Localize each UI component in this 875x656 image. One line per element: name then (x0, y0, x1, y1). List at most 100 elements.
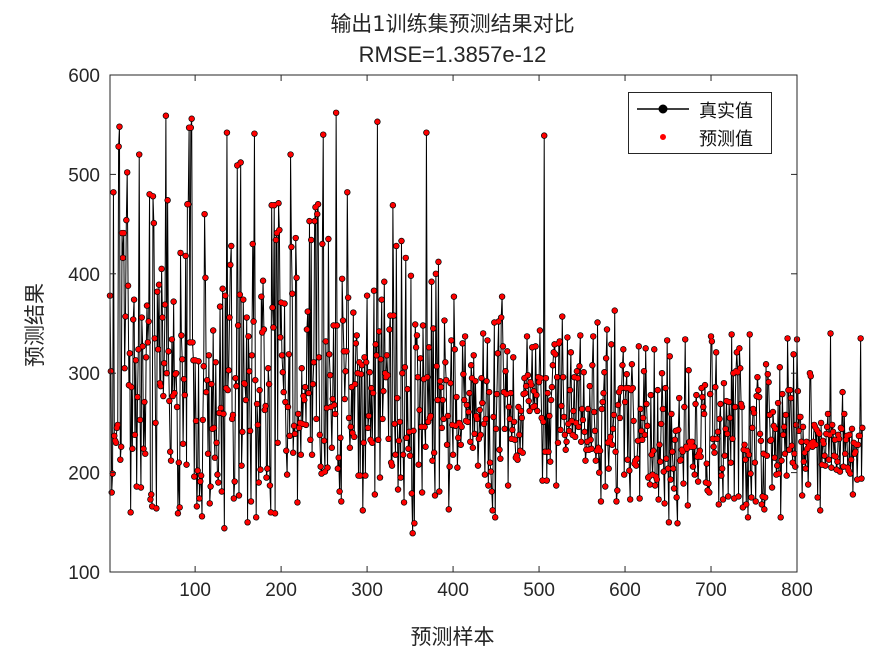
predicted-value-point (719, 466, 725, 472)
predicted-value-point (407, 453, 413, 459)
predicted-value-point (727, 415, 733, 421)
predicted-value-point (692, 472, 698, 478)
chart-title: 输出1训练集预测结果对比 (330, 12, 575, 36)
predicted-value-point (409, 490, 415, 496)
predicted-value-point (195, 468, 201, 474)
predicted-value-point (647, 482, 653, 488)
predicted-value-point (468, 362, 474, 368)
predicted-value-point (460, 340, 466, 346)
legend-true-label: 真实值 (699, 101, 753, 122)
predicted-value-point (757, 431, 763, 437)
predicted-value-point (200, 417, 206, 423)
predicted-value-point (611, 412, 617, 418)
predicted-value-point (399, 370, 405, 376)
predicted-value-point (666, 519, 672, 525)
predicted-value-point (276, 200, 282, 206)
predicted-value-point (765, 371, 771, 377)
predicted-value-point (410, 530, 416, 536)
predicted-value-point (624, 371, 630, 377)
predicted-value-point (638, 428, 644, 434)
predicted-value-point (528, 382, 534, 388)
predicted-value-point (415, 374, 421, 380)
predicted-value-point (621, 472, 627, 478)
predicted-value-point (426, 344, 432, 350)
predicted-value-point (306, 390, 312, 396)
predicted-value-point (402, 364, 408, 370)
predicted-value-point (805, 482, 811, 488)
predicted-value-point (686, 367, 692, 373)
predicted-value-point (740, 504, 746, 510)
predicted-value-point (693, 401, 699, 407)
predicted-value-point (508, 390, 514, 396)
predicted-value-point (818, 420, 824, 426)
predicted-value-point (784, 473, 790, 479)
predicted-value-point (371, 288, 377, 294)
predicted-value-point (744, 448, 750, 454)
predicted-value-point (301, 397, 307, 403)
predicted-value-point (152, 335, 158, 341)
predicted-value-point (392, 421, 398, 427)
predicted-value-point (435, 397, 441, 403)
predicted-value-point (769, 485, 775, 491)
predicted-value-point (778, 514, 784, 520)
predicted-value-point (655, 387, 661, 393)
predicted-value-point (424, 374, 430, 380)
predicted-value-point (579, 406, 585, 412)
predicted-value-point (790, 460, 796, 466)
predicted-value-point (363, 359, 369, 365)
predicted-value-point (196, 495, 202, 501)
predicted-value-point (581, 369, 587, 375)
predicted-value-point (643, 345, 649, 351)
predicted-value-point (839, 426, 845, 432)
x-tick-label: 400 (437, 580, 469, 601)
predicted-value-point (124, 169, 130, 175)
predicted-value-point (658, 421, 664, 427)
predicted-value-point (122, 314, 128, 320)
predicted-value-point (783, 412, 789, 418)
predicted-value-point (604, 326, 610, 332)
predicted-value-point (416, 462, 422, 468)
predicted-value-point (554, 374, 560, 380)
predicted-value-point (503, 391, 509, 397)
predicted-value-point (803, 439, 809, 445)
predicted-value-point (189, 116, 195, 122)
predicted-value-point (526, 398, 532, 404)
predicted-value-point (134, 484, 140, 490)
predicted-value-point (723, 426, 729, 432)
predicted-value-point (161, 360, 167, 366)
predicted-value-point (282, 399, 288, 405)
predicted-value-point (567, 387, 573, 393)
predicted-value-point (111, 433, 117, 439)
predicted-value-point (317, 432, 323, 438)
predicted-value-point (365, 425, 371, 431)
predicted-value-point (266, 381, 272, 387)
predicted-value-point (705, 481, 711, 487)
predicted-value-point (219, 488, 225, 494)
predicted-value-point (265, 365, 271, 371)
predicted-value-point (763, 361, 769, 367)
predicted-value-point (203, 389, 209, 395)
predicted-value-point (247, 428, 253, 434)
predicted-value-point (156, 282, 162, 288)
predicted-value-point (485, 483, 491, 489)
predicted-value-point (466, 390, 472, 396)
predicted-value-point (263, 403, 269, 409)
predicted-value-point (228, 243, 234, 249)
predicted-value-point (859, 425, 865, 431)
predicted-value-point (490, 507, 496, 513)
predicted-value-point (598, 498, 604, 504)
predicted-value-point (565, 421, 571, 427)
predicted-value-point (547, 459, 553, 465)
predicted-value-point (657, 459, 663, 465)
predicted-value-point (591, 409, 597, 415)
predicted-value-point (754, 374, 760, 380)
predicted-value-point (736, 493, 742, 499)
predicted-value-point (843, 437, 849, 443)
predicted-value-point (619, 385, 625, 391)
predicted-value-point (127, 350, 133, 356)
y-tick-label: 600 (68, 66, 100, 87)
predicted-value-point (496, 319, 502, 325)
predicted-value-point (758, 438, 764, 444)
predicted-value-point (439, 425, 445, 431)
predicted-value-point (425, 419, 431, 425)
